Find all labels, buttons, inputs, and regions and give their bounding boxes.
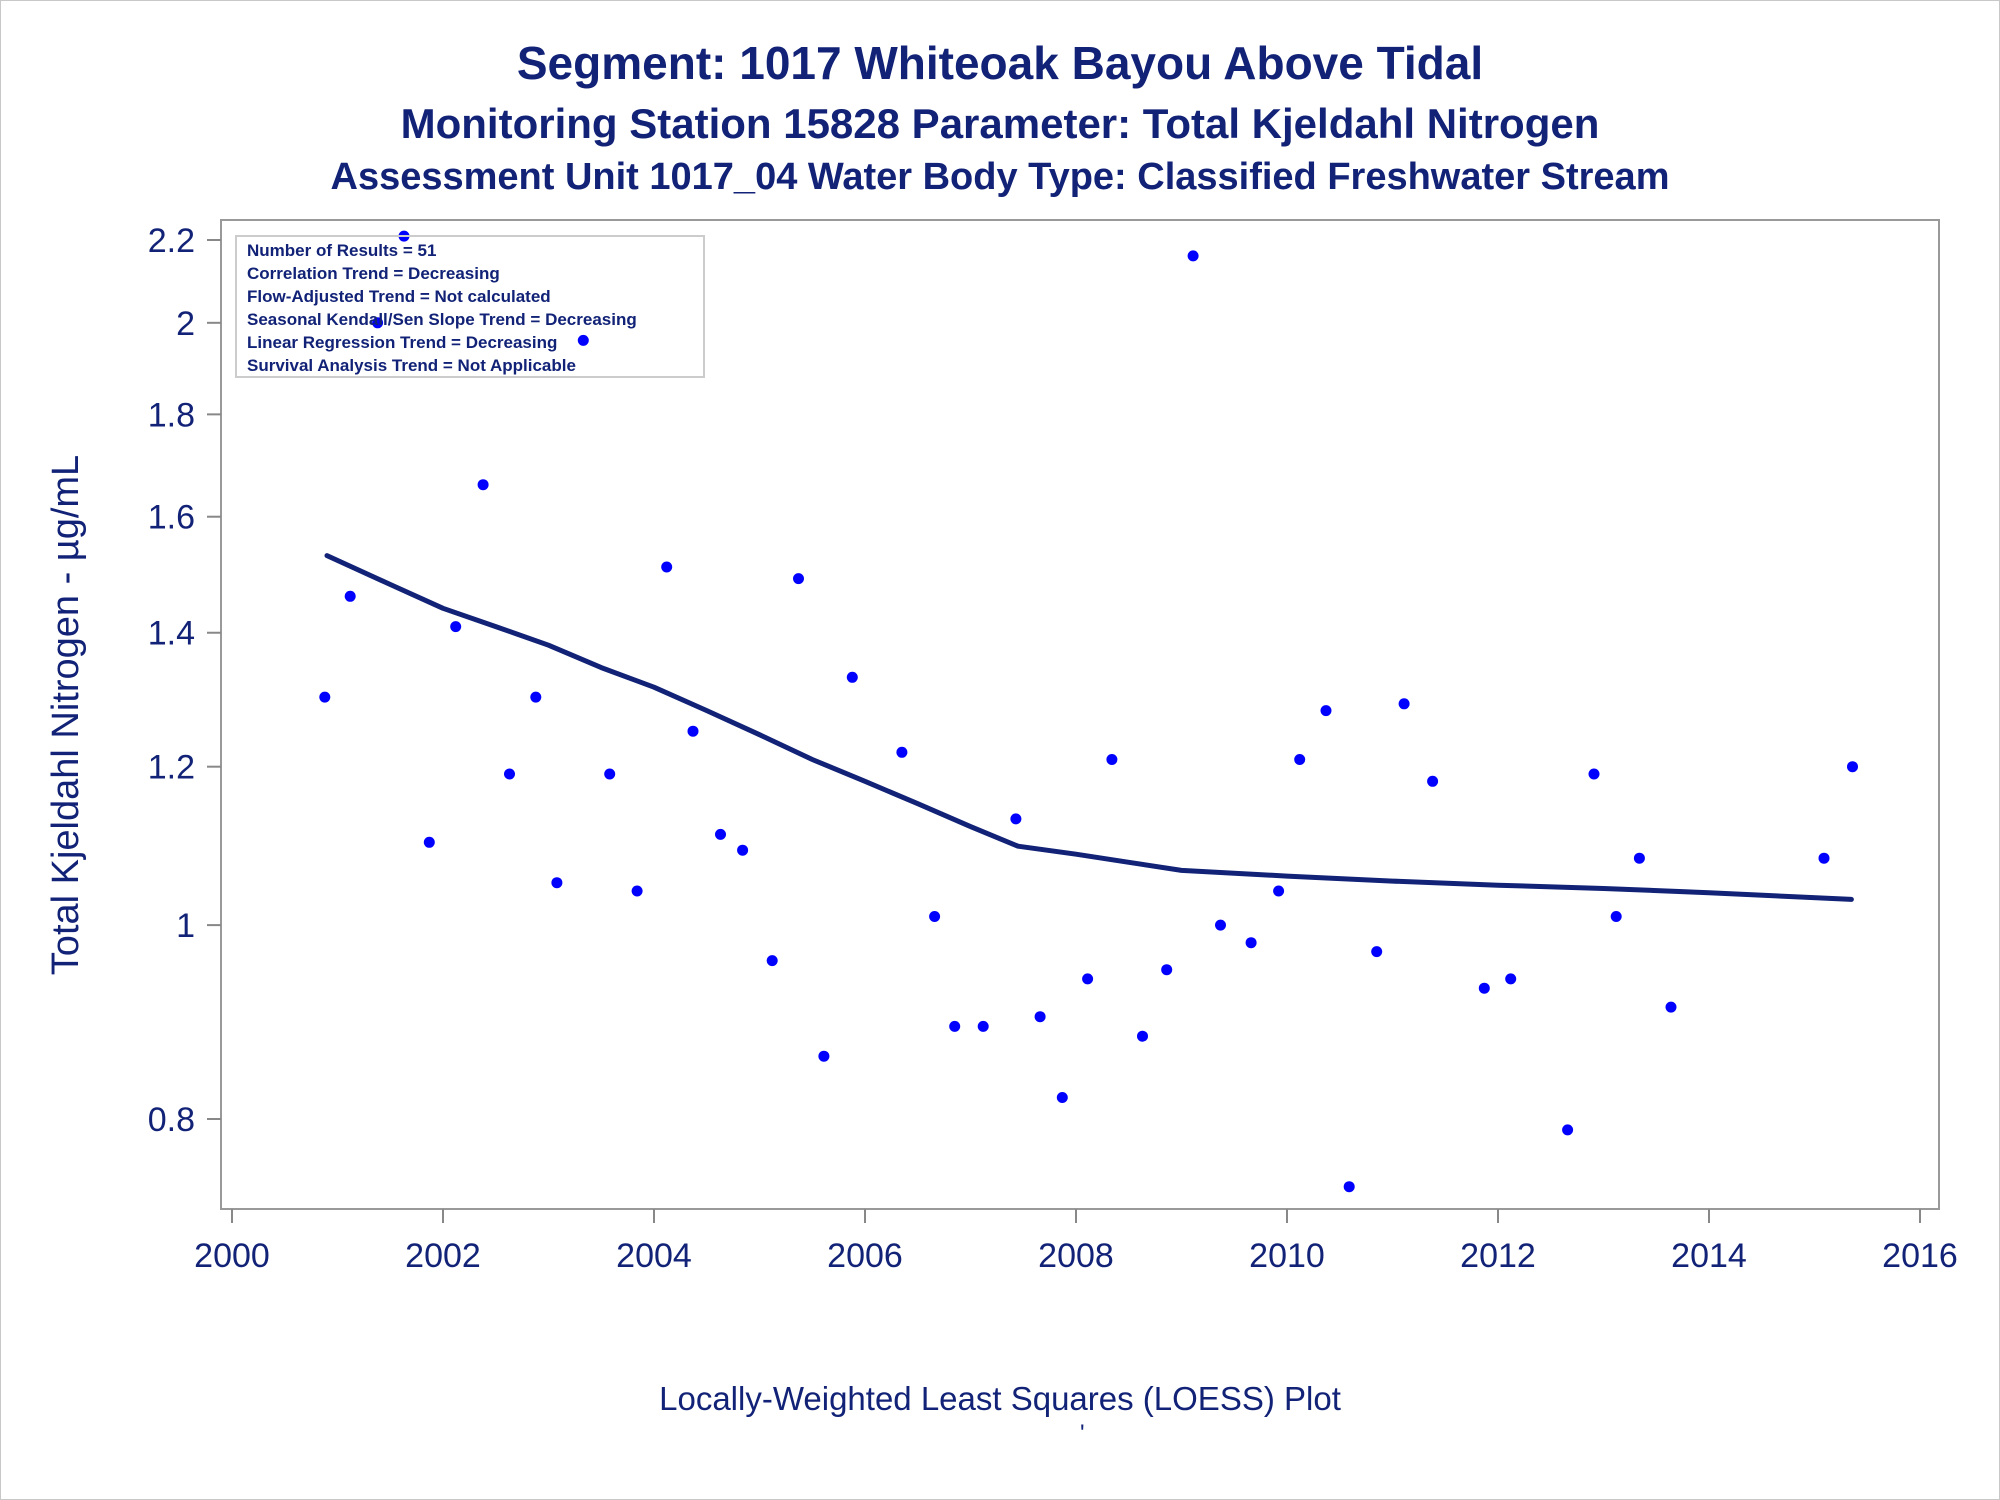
data-point	[977, 1020, 989, 1032]
data-point	[372, 317, 384, 329]
x-tick-label: 2004	[616, 1237, 692, 1275]
data-point	[551, 877, 563, 889]
x-tick-label: 2008	[1038, 1237, 1114, 1275]
data-point	[1398, 698, 1410, 710]
y-tick-label: 2.2	[148, 222, 195, 260]
stats-box: Number of Results = 51 Correlation Trend…	[235, 235, 705, 378]
y-tick-label: 1.6	[148, 499, 195, 537]
data-point	[1343, 1181, 1355, 1193]
y-axis-title: Total Kjeldahl Nitrogen - µg/mL	[45, 455, 87, 975]
data-point	[949, 1020, 961, 1032]
footnote: Locally-Weighted Least Squares (LOESS) P…	[659, 1380, 1341, 1417]
data-point	[477, 479, 489, 491]
data-point	[929, 911, 941, 922]
data-point	[1320, 705, 1332, 717]
data-point	[1371, 946, 1383, 958]
y-axis: 0.8 1 1.2 1.4 1.6 1.8 2 2.2	[148, 222, 221, 1139]
data-point	[530, 691, 542, 703]
stats-number-of-results: Number of Results = 51	[247, 241, 436, 260]
data-point	[631, 885, 643, 897]
data-point	[1010, 813, 1022, 825]
y-tick-label: 1.8	[148, 396, 195, 434]
y-tick-label: 0.8	[148, 1101, 195, 1139]
data-point	[1633, 852, 1645, 864]
data-point	[423, 836, 435, 848]
data-point	[1056, 1092, 1068, 1103]
data-point	[818, 1050, 830, 1062]
data-point	[604, 768, 616, 780]
loess-trend-line	[324, 553, 1854, 902]
chart-title: Segment: 1017 Whiteoak Bayou Above Tidal	[516, 37, 1484, 89]
data-point	[1082, 973, 1094, 985]
x-tick-label: 2006	[827, 1237, 903, 1275]
footnote-mark: '	[1080, 1420, 1085, 1447]
data-point	[1588, 768, 1600, 780]
stats-seasonal-kendall-trend: Seasonal Kendall/Sen Slope Trend = Decre…	[247, 310, 637, 329]
x-tick-label: 2016	[1882, 1237, 1958, 1275]
data-point	[1562, 1124, 1574, 1136]
data-point	[504, 768, 515, 780]
data-point	[1034, 1011, 1046, 1023]
data-point	[1245, 937, 1257, 949]
data-point	[1478, 982, 1490, 994]
data-point	[1273, 885, 1285, 897]
stats-survival-analysis-trend: Survival Analysis Trend = Not Applicable	[247, 356, 576, 375]
data-point	[1818, 852, 1830, 864]
data-point	[1610, 911, 1622, 922]
data-point	[1187, 250, 1199, 262]
data-point	[450, 621, 462, 633]
data-point	[1427, 775, 1439, 787]
x-axis: 2000 2002 2004 2006 2008 2010 2012 2014 2016	[194, 1209, 1958, 1275]
x-tick-label: 2002	[405, 1237, 481, 1275]
data-point	[1294, 754, 1306, 765]
data-point	[793, 573, 804, 585]
data-point	[1665, 1001, 1677, 1013]
data-point	[1137, 1030, 1148, 1042]
data-point	[661, 561, 673, 573]
y-tick-label: 2	[176, 305, 195, 343]
data-point	[896, 746, 908, 758]
stats-correlation-trend: Correlation Trend = Decreasing	[247, 264, 500, 283]
y-tick-label: 1	[176, 907, 195, 945]
data-point	[1215, 919, 1226, 931]
stats-linear-regression-trend: Linear Regression Trend = Decreasing	[247, 333, 557, 352]
x-tick-label: 2012	[1460, 1237, 1536, 1275]
y-tick-label: 1.2	[148, 749, 195, 787]
data-point	[1106, 754, 1118, 765]
chart-subtitle-station: Monitoring Station 15828 Parameter: Tota…	[400, 100, 1600, 147]
plot-area-frame	[220, 219, 1940, 1210]
data-point	[715, 828, 726, 840]
data-point	[1847, 761, 1858, 773]
data-point	[766, 955, 778, 967]
data-point	[344, 590, 356, 602]
y-tick-label: 1.4	[148, 615, 195, 653]
x-tick-label: 2000	[194, 1237, 270, 1275]
data-point	[577, 334, 589, 346]
stats-box-frame	[235, 235, 705, 378]
data-point	[687, 725, 699, 737]
chart-subtitle-assessment: Assessment Unit 1017_04 Water Body Type:…	[330, 156, 1670, 198]
data-point	[1505, 973, 1517, 985]
data-point	[319, 691, 331, 703]
stats-flow-adjusted-trend: Flow-Adjusted Trend = Not calculated	[247, 287, 551, 306]
data-point	[846, 671, 858, 683]
data-point	[737, 844, 749, 856]
data-points	[319, 230, 1858, 1193]
x-tick-label: 2010	[1249, 1237, 1325, 1275]
x-tick-label: 2014	[1671, 1237, 1747, 1275]
data-point	[1161, 964, 1173, 976]
